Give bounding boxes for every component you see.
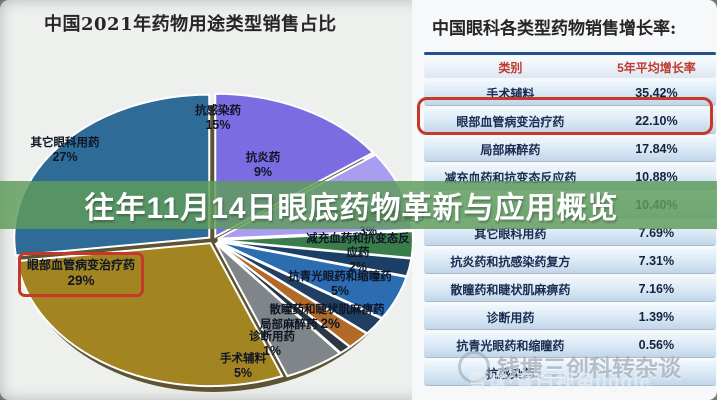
pie-label-text: 散瞳药和睫状肌麻痹药	[269, 304, 385, 316]
table-cell-growth-rate: 0.56%	[638, 338, 675, 352]
pie-label-text: 减充血药和抗变态反应药	[306, 233, 410, 260]
table-cell-category: 眼部血管病变治疗药	[456, 114, 565, 129]
growth-table: 类别 5年平均增长率 手术辅料 35.42% 眼部血管病变治疗药 22.10% 局部麻醉…	[424, 52, 716, 389]
table-cell-category: 抗炎药和抗感染药复方	[450, 254, 571, 269]
pie-label-手术辅料: 手术辅料 5%	[220, 352, 266, 381]
watermark-text-secondary: 雪球·青白视角uggie	[468, 372, 651, 393]
pie-label-percent: 1%	[262, 344, 282, 359]
pie-label-减充血药和抗变态反应药: 减充血药和抗变态反应药 2%	[304, 232, 412, 275]
table-top-border	[424, 52, 716, 55]
table-row-highlighted: 眼部血管病变治疗药 22.10%	[424, 109, 716, 134]
growth-table-title: 中国眼科各类型药物销售增长率:	[432, 19, 677, 39]
table-cell-growth-rate: 7.69%	[638, 226, 675, 240]
pie-label-percent: 29%	[67, 272, 95, 288]
table-cell-category: 其它眼科用药	[474, 226, 547, 241]
pie-label-percent: 9%	[253, 165, 273, 180]
table-cell-category: 局部麻醉药	[480, 142, 541, 157]
pie-label-percent: 27%	[52, 150, 78, 165]
watermark-logo-icon	[458, 351, 490, 383]
table-cell-growth-rate: 22.10%	[635, 114, 678, 128]
watermark-text-primary: 钱塘三创科转杂谈	[497, 355, 681, 381]
pie-label-抗感染药: 抗感染药 15%	[195, 104, 241, 133]
pie-chart	[13, 92, 414, 392]
pie-label-text: 抗炎药	[245, 152, 281, 164]
pie-label-text: 手术辅料	[220, 353, 266, 365]
pie-slice-眼部血管病变治疗药	[15, 242, 284, 388]
pie-label-percent: 2%	[348, 260, 368, 275]
pie-chart-area	[0, 34, 430, 400]
headline-banner: 往年11月14日眼底药物革新与应用概览	[0, 181, 717, 229]
pie-label-text: 眼部血管病变治疗药	[27, 258, 136, 272]
table-cell-growth-rate: 35.42%	[635, 86, 678, 100]
pie-slice-手术辅料	[214, 242, 342, 378]
highlight-outline-table-row	[417, 97, 713, 135]
pie-label-text: 抗青光眼药和缩瞳药	[288, 271, 392, 283]
pie-label-text: 抗感染药	[195, 105, 241, 117]
table-header-growth-rate: 5年平均增长率	[617, 61, 696, 75]
table-row: 散瞳药和睫状肌麻痹药 7.16%	[424, 277, 716, 302]
table-cell-growth-rate: 7.16%	[638, 282, 675, 296]
table-cell-growth-rate: 10.88%	[635, 170, 678, 184]
table-row: 抗炎药和抗感染药复方 7.31%	[424, 249, 716, 274]
table-cell-category: 抗青光眼药和缩瞳药	[456, 338, 565, 353]
pie-label-text: 局部麻醉药	[259, 319, 318, 331]
pie-label-percent: 15%	[205, 118, 231, 133]
pie-label-眼部血管病变治疗药: 眼部血管病变治疗药 29%	[18, 252, 145, 298]
pie-label-其它眼科用药: 其它眼科用药 27%	[31, 136, 100, 165]
table-cell-category: 诊断用药	[486, 310, 535, 325]
table-header-category: 类别	[498, 61, 523, 75]
pie-label-抗青光眼药和缩瞳药: 抗青光眼药和缩瞳药 5%	[288, 270, 392, 299]
pie-label-局部麻醉药: 局部麻醉药 2%	[260, 316, 340, 332]
table-cell-growth-rate: 1.39%	[638, 310, 675, 324]
pie-chart-title: 中国2021年药物用途类型销售占比	[44, 14, 337, 35]
table-cell-category: 散瞳药和睫状肌麻痹药	[450, 282, 571, 297]
pie-label-诊断用药: 诊断用药 1%	[249, 330, 295, 359]
table-row: 手术辅料 35.42%	[424, 81, 716, 106]
table-cell-growth-rate: 7.31%	[638, 254, 675, 268]
table-body: 手术辅料 35.42% 眼部血管病变治疗药 22.10% 局部麻醉药 17.84% 减充血药…	[424, 81, 716, 386]
pie-label-抗炎药: 抗炎药 9%	[246, 151, 281, 180]
pie-label-percent: 5%	[330, 284, 350, 299]
pie-label-percent: 2%	[320, 316, 341, 331]
table-cell-category: 抗感染药	[486, 366, 535, 381]
pie-label-text: 其它眼科用药	[30, 137, 100, 149]
headline-text: 往年11月14日眼底药物革新与应用概览	[84, 192, 619, 225]
pie-label-散瞳药和睫状肌麻痹药: 散瞳药和睫状肌麻痹药	[270, 303, 385, 317]
table-cell-growth-rate: 17.84%	[635, 142, 678, 156]
pie-slice-其它眼科用药	[13, 93, 211, 257]
pie-label-percent: 5%	[233, 366, 253, 381]
table-row: 局部麻醉药 17.84%	[424, 137, 716, 162]
table-row: 诊断用药 1.39%	[424, 305, 716, 330]
table-header-row: 类别 5年平均增长率	[424, 57, 716, 78]
pie-label-text: 诊断用药	[249, 331, 295, 343]
